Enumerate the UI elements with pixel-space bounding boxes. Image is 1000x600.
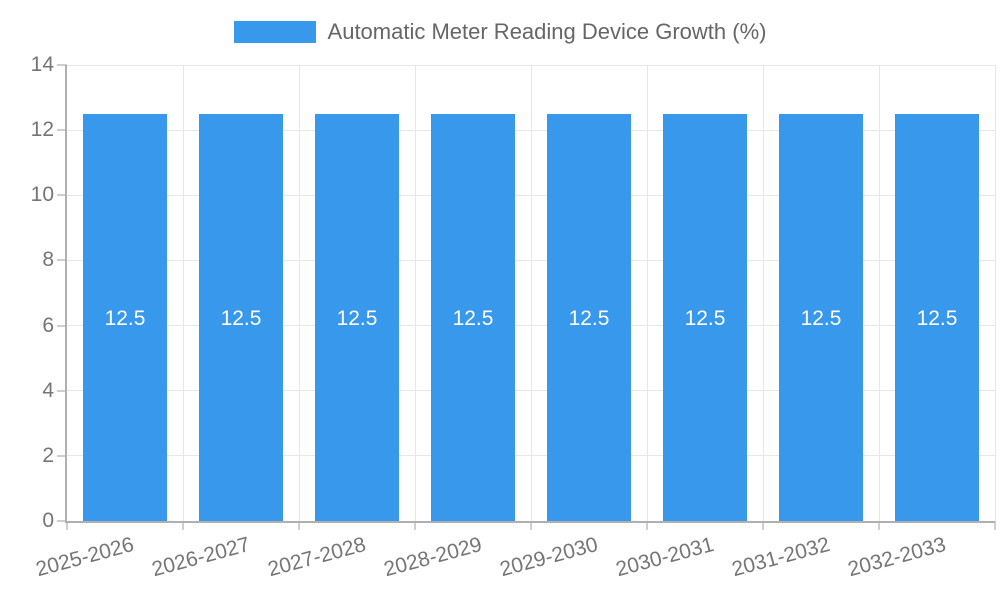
x-tick-mark [762,521,764,530]
x-tick-mark [182,521,184,530]
x-tick-mark [298,521,300,530]
legend-label: Automatic Meter Reading Device Growth (%… [327,19,767,44]
y-tick-mark [57,129,67,132]
x-axis-tick-label: 2026-2027 [148,533,252,582]
bar-value-label: 12.5 [916,307,958,331]
x-tick-mark [994,521,996,530]
gridline-vertical [878,65,880,521]
y-axis-line [65,65,67,521]
gridline-vertical [646,65,648,521]
bar-value-label: 12.5 [104,307,146,331]
legend[interactable]: Automatic Meter Reading Device Growth (%… [0,19,1000,45]
bar-value-label: 12.5 [220,307,262,331]
x-tick-mark [414,521,416,530]
bar-value-label: 12.5 [800,307,842,331]
bar-value-label: 12.5 [336,307,378,331]
x-tick-mark [530,521,532,530]
y-tick-mark [57,64,67,66]
gridline-vertical [994,65,996,521]
x-axis-tick-label: 2032-2033 [844,533,948,582]
gridline-vertical [762,65,764,521]
gridline-vertical [298,65,300,521]
bar-value-label: 12.5 [684,307,726,331]
gridline-vertical [530,65,532,521]
y-tick-mark [57,259,67,262]
gridline-vertical [414,65,416,521]
x-tick-mark [646,521,648,530]
x-axis-tick-label: 2028-2029 [380,533,484,582]
x-axis-tick-label: 2030-2031 [612,533,716,582]
bar [547,113,631,521]
bar-value-label: 12.5 [568,307,610,331]
x-tick-mark [878,521,880,530]
x-axis-tick-label: 2029-2030 [496,533,600,582]
bar [895,113,979,521]
y-axis-tick-label: 10 [30,183,54,207]
x-tick-mark [66,521,68,530]
y-tick-mark [57,520,67,522]
bar [315,113,399,521]
x-axis-tick-label: 2031-2032 [728,533,832,582]
y-axis-tick-label: 0 [42,509,54,532]
bar [83,113,167,521]
bar [663,113,747,521]
y-axis-tick-label: 14 [30,53,54,76]
y-tick-mark [57,324,67,327]
bar-value-label: 12.5 [452,307,494,331]
y-axis-tick-label: 8 [42,248,54,272]
y-axis-tick-label: 12 [30,118,54,142]
legend-swatch [233,21,316,43]
x-axis-tick-label: 2025-2026 [32,533,136,582]
gridline-vertical [182,65,184,521]
x-axis-line [65,521,995,523]
y-tick-mark [57,194,67,197]
y-tick-mark [57,454,67,457]
y-axis-tick-label: 6 [42,313,54,337]
bar [199,113,283,521]
y-axis-tick-label: 4 [42,378,54,402]
x-axis-tick-label: 2027-2028 [264,533,368,582]
bar [431,113,515,521]
y-tick-mark [57,389,67,392]
bar [779,113,863,521]
y-axis-tick-label: 2 [42,443,54,467]
